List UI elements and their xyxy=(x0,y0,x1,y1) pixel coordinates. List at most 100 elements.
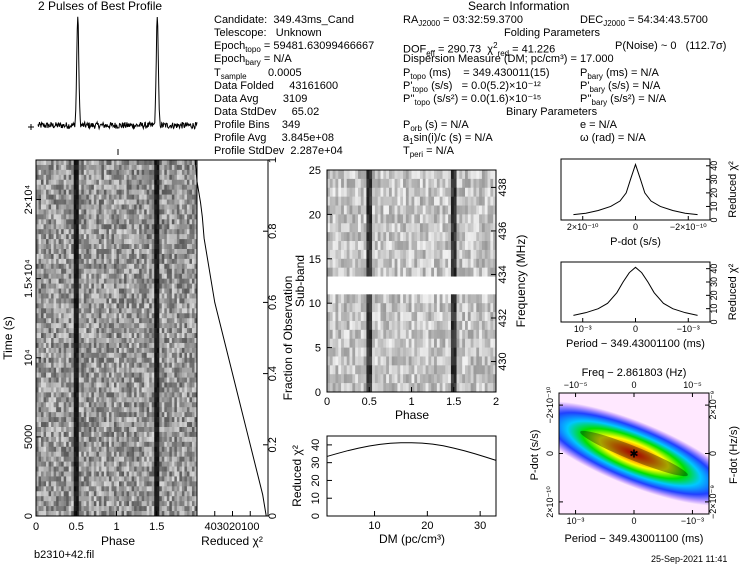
heatmap-cell xyxy=(194,441,198,448)
heatmap-cell xyxy=(36,402,39,408)
heatmap-cell xyxy=(166,412,170,418)
heatmap-cell xyxy=(156,338,160,344)
heatmap-cell xyxy=(166,263,170,270)
heatmap-cell xyxy=(151,367,155,373)
heatmap-cell xyxy=(66,164,70,171)
heatmap-cell xyxy=(38,417,42,423)
heatmap-cell xyxy=(149,244,153,250)
heatmap-cell xyxy=(51,174,54,181)
heatmap-cell xyxy=(113,427,117,433)
heatmap-cell xyxy=(53,338,57,344)
heatmap-cell xyxy=(71,303,75,309)
heatmap-cell xyxy=(161,278,165,284)
heatmap-cell xyxy=(56,164,59,171)
heatmap-cell xyxy=(134,204,137,210)
time-phase-ytick-label: 2×10⁴ xyxy=(23,185,35,215)
heatmap-cell xyxy=(194,234,198,240)
heatmap-cell xyxy=(159,372,163,378)
heatmap-cell xyxy=(169,283,173,289)
heatmap-cell xyxy=(71,372,75,378)
heatmap-cell xyxy=(88,387,92,393)
heatmap-cell xyxy=(53,496,57,502)
heatmap-cell xyxy=(56,441,59,448)
heatmap-cell xyxy=(141,476,145,482)
heatmap-cell xyxy=(179,244,183,250)
heatmap-cell xyxy=(146,293,150,299)
heatmap-cell xyxy=(372,205,376,215)
heatmap-cell xyxy=(48,417,52,423)
heatmap-cell xyxy=(144,204,147,210)
heatmap-cell xyxy=(116,352,120,359)
heatmap-cell xyxy=(154,367,158,373)
heatmap-cell xyxy=(53,214,57,220)
heatmap-cell xyxy=(61,417,64,423)
heatmap-cell xyxy=(68,263,72,270)
heatmap-cell xyxy=(171,268,175,275)
heatmap-cell xyxy=(126,476,130,482)
heatmap-cell xyxy=(93,328,97,334)
heatmap-cell xyxy=(61,263,64,270)
heatmap-cell xyxy=(124,239,127,245)
heatmap-cell xyxy=(154,431,158,438)
heatmap-cell xyxy=(141,427,145,433)
heatmap-cell xyxy=(91,446,95,453)
heatmap-cell xyxy=(78,352,82,359)
heatmap-cell xyxy=(83,209,87,215)
heatmap-cell xyxy=(136,333,140,339)
heatmap-cell xyxy=(38,362,42,368)
heatmap-cell xyxy=(48,244,52,250)
heatmap-cell xyxy=(149,283,153,289)
heatmap-cell xyxy=(174,214,178,220)
heatmap-cell xyxy=(436,205,440,215)
heatmap-cell xyxy=(46,219,49,225)
heatmap-cell xyxy=(46,476,49,482)
heatmap-cell xyxy=(179,431,183,438)
heatmap-cell xyxy=(121,372,125,378)
heatmap-cell xyxy=(189,268,193,275)
heatmap-cell xyxy=(151,189,155,195)
profile-bins-value: 349 xyxy=(281,119,301,131)
heatmap-cell xyxy=(106,347,110,354)
heatmap-cell xyxy=(86,253,90,260)
heatmap-cell xyxy=(134,456,137,462)
heatmap-cell xyxy=(194,308,198,314)
heatmap-cell xyxy=(53,466,57,472)
heatmap-cell xyxy=(425,187,429,197)
heatmap-cell xyxy=(171,382,175,388)
heatmap-cell xyxy=(146,377,150,383)
heatmap-cell xyxy=(191,456,195,462)
heatmap-cell xyxy=(98,283,102,289)
heatmap-cell xyxy=(81,313,85,319)
heatmap-cell xyxy=(78,511,82,517)
heatmap-cell xyxy=(194,263,198,270)
heatmap-cell xyxy=(141,179,145,186)
heatmap-cell xyxy=(136,258,140,265)
heatmap-cell xyxy=(189,446,193,453)
heatmap-cell xyxy=(124,402,127,408)
heatmap-cell xyxy=(134,179,137,186)
heatmap-cell xyxy=(43,431,47,438)
heatmap-cell xyxy=(61,496,64,502)
heatmap-cell xyxy=(191,362,195,368)
heatmap-cell xyxy=(189,377,193,383)
heatmap-cell xyxy=(329,170,333,180)
heatmap-cell xyxy=(76,367,80,373)
heatmap-cell xyxy=(141,184,145,190)
heatmap-cell xyxy=(36,451,39,457)
heatmap-cell xyxy=(181,249,185,255)
heatmap-cell xyxy=(103,431,107,438)
heatmap-cell xyxy=(121,244,125,250)
heatmap-cell xyxy=(164,446,168,453)
heatmap-cell xyxy=(106,160,110,166)
heatmap-cell xyxy=(189,338,193,344)
heatmap-cell xyxy=(63,308,67,314)
heatmap-cell xyxy=(166,338,170,344)
heatmap-cell xyxy=(91,194,95,200)
heatmap-cell xyxy=(174,333,178,339)
heatmap-cell xyxy=(134,436,137,443)
heatmap-cell xyxy=(164,258,168,265)
heatmap-cell xyxy=(129,357,132,364)
heatmap-cell xyxy=(149,239,153,245)
heatmap-cell xyxy=(61,511,64,517)
heatmap-cell xyxy=(161,164,165,171)
